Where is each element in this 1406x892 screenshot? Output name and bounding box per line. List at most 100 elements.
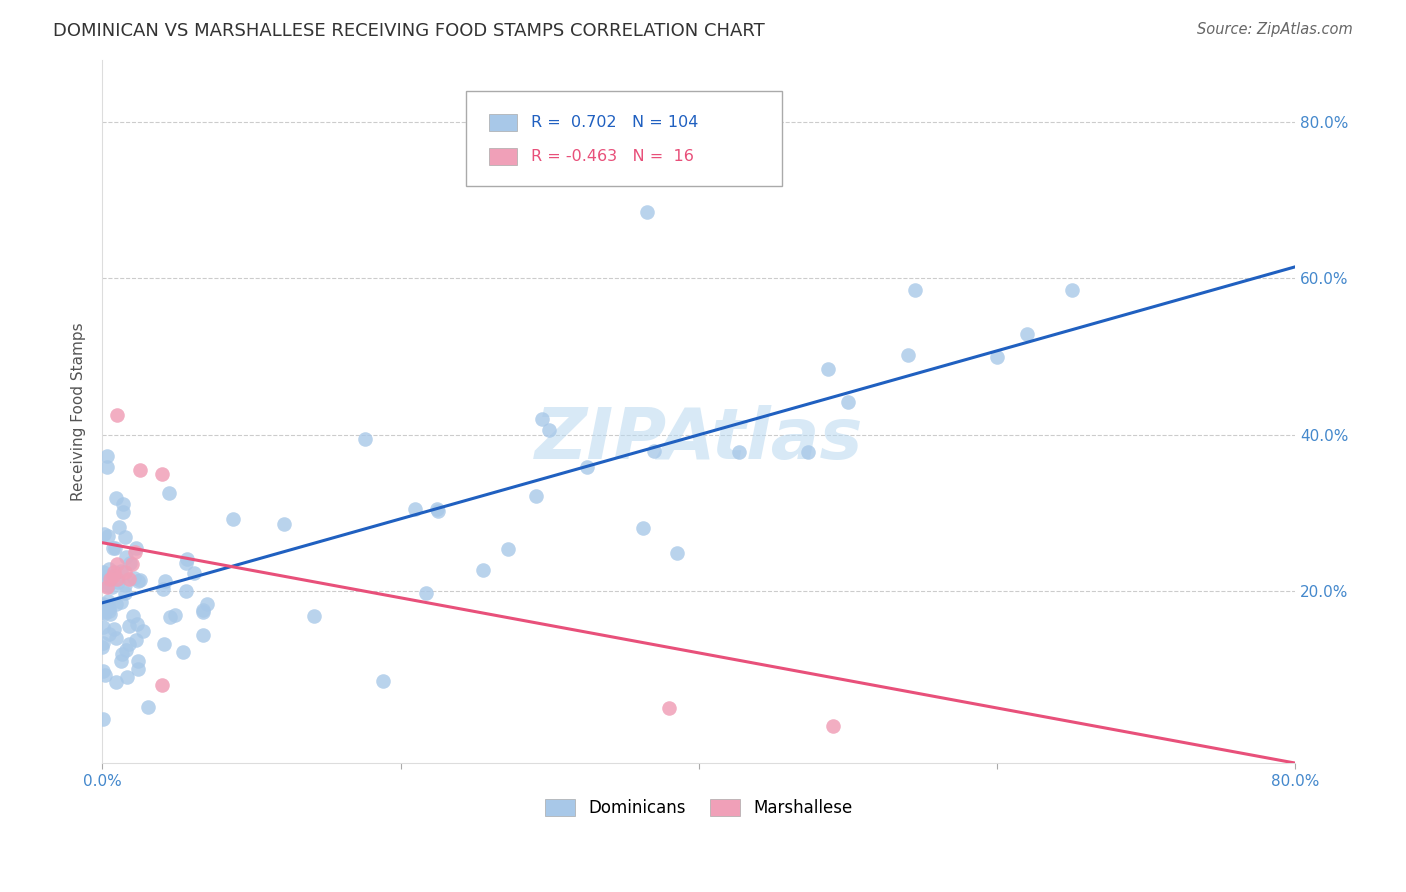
Point — [426, 502, 449, 516]
FancyBboxPatch shape — [489, 148, 517, 165]
Text: Source: ZipAtlas.com: Source: ZipAtlas.com — [1197, 22, 1353, 37]
Point — [111, 497, 134, 511]
Point — [120, 556, 142, 570]
Point — [904, 283, 927, 297]
Point — [129, 574, 152, 588]
Point — [103, 623, 125, 637]
Point — [817, 361, 839, 376]
Point — [496, 542, 519, 557]
Point — [183, 566, 205, 581]
FancyBboxPatch shape — [489, 114, 517, 131]
Point — [110, 564, 132, 578]
Point — [537, 423, 560, 437]
Point — [643, 444, 665, 458]
Point — [114, 565, 136, 579]
Text: DOMINICAN VS MARSHALLESE RECEIVING FOOD STAMPS CORRELATION CHART: DOMINICAN VS MARSHALLESE RECEIVING FOOD … — [53, 22, 765, 40]
Point — [97, 593, 120, 607]
Point — [114, 643, 136, 657]
Point — [222, 511, 245, 525]
Point — [138, 699, 160, 714]
Point — [103, 565, 125, 579]
Point — [122, 571, 145, 585]
Point — [125, 541, 148, 556]
Point — [117, 669, 139, 683]
Point — [97, 562, 120, 576]
Point — [91, 605, 114, 619]
Point — [101, 541, 124, 555]
Point — [150, 678, 173, 692]
Point — [986, 350, 1008, 364]
Point — [91, 597, 114, 611]
Point — [98, 627, 121, 641]
Legend: Dominicans, Marshallese: Dominicans, Marshallese — [536, 790, 862, 825]
Point — [122, 608, 145, 623]
Point — [371, 673, 394, 688]
Point — [531, 412, 554, 426]
Y-axis label: Receiving Food Stamps: Receiving Food Stamps — [72, 322, 86, 500]
Point — [127, 574, 149, 588]
Point — [96, 580, 118, 594]
Point — [176, 552, 198, 566]
Point — [127, 662, 149, 676]
Point — [105, 573, 128, 587]
Point — [104, 541, 127, 555]
Point — [193, 605, 215, 619]
Point — [93, 574, 115, 588]
Point — [96, 460, 118, 475]
Point — [91, 640, 114, 654]
Point — [93, 527, 115, 541]
Point — [124, 545, 146, 559]
Point — [94, 668, 117, 682]
Point — [93, 606, 115, 620]
Point — [415, 585, 437, 599]
Point — [796, 445, 818, 459]
Point — [658, 701, 681, 715]
Point — [159, 610, 181, 624]
Point — [127, 654, 149, 668]
Text: R =  0.702   N = 104: R = 0.702 N = 104 — [530, 115, 697, 130]
Point — [132, 624, 155, 639]
Point — [107, 574, 129, 589]
Point — [97, 604, 120, 618]
Point — [1060, 283, 1083, 297]
Point — [91, 636, 114, 650]
Point — [728, 445, 751, 459]
Point — [153, 574, 176, 589]
Point — [93, 603, 115, 617]
Point — [98, 607, 121, 621]
Point — [98, 573, 121, 587]
Point — [104, 597, 127, 611]
Point — [91, 664, 114, 678]
Point — [97, 579, 120, 593]
Point — [191, 602, 214, 616]
Text: R = -0.463   N =  16: R = -0.463 N = 16 — [530, 149, 693, 164]
Point — [150, 467, 173, 481]
Point — [97, 601, 120, 615]
Point — [165, 608, 187, 623]
Point — [118, 573, 141, 587]
Point — [666, 546, 689, 560]
Point — [174, 556, 197, 570]
Point — [108, 520, 131, 534]
Point — [96, 449, 118, 463]
Point — [115, 549, 138, 564]
Point — [837, 394, 859, 409]
Point — [157, 486, 180, 500]
Point — [636, 205, 658, 219]
Point — [152, 582, 174, 597]
Text: ZIPAtlas: ZIPAtlas — [534, 405, 863, 474]
Point — [97, 569, 120, 583]
Point — [897, 349, 920, 363]
Point — [195, 597, 218, 611]
Point — [91, 599, 114, 613]
Point — [105, 491, 128, 506]
Point — [91, 620, 114, 634]
Point — [472, 563, 495, 577]
Point — [174, 584, 197, 599]
Point — [118, 619, 141, 633]
Point — [114, 578, 136, 592]
Point — [110, 595, 132, 609]
Point — [524, 489, 547, 503]
Point — [91, 566, 114, 580]
Point — [110, 654, 132, 668]
